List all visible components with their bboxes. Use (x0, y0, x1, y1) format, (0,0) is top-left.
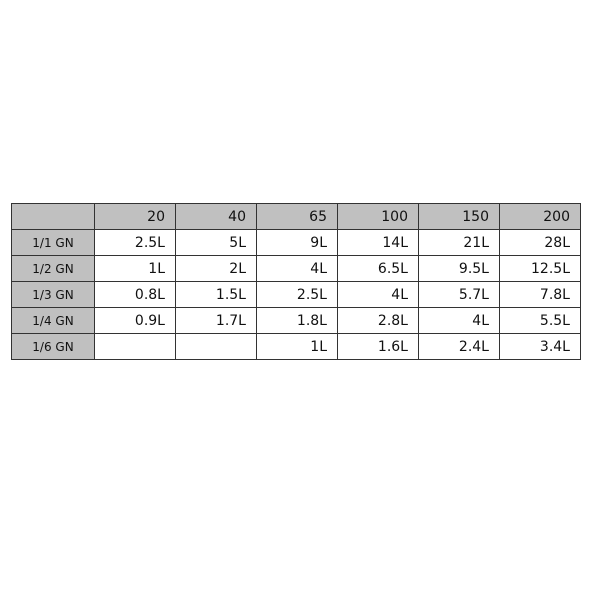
table-cell (94, 333, 176, 360)
column-header: 150 (418, 203, 500, 230)
column-header: 65 (256, 203, 338, 230)
table-row: 1/1 GN 2.5L 5L 9L 14L 21L 28L (11, 229, 581, 256)
table-cell: 9L (256, 229, 338, 256)
capacity-table: 20 40 65 100 150 200 1/1 GN 2.5L 5L 9L 14L 21L 28L 1/… (11, 203, 581, 360)
column-header: 40 (175, 203, 257, 230)
table-cell: 1L (256, 333, 338, 360)
table-cell: 4L (337, 281, 419, 308)
table-cell: 5.5L (499, 307, 581, 334)
table-cell: 1.6L (337, 333, 419, 360)
table-cell: 2.5L (94, 229, 176, 256)
column-header: 100 (337, 203, 419, 230)
table-cell: 1.5L (175, 281, 257, 308)
table-cell: 3.4L (499, 333, 581, 360)
row-header: 1/6 GN (11, 333, 95, 360)
table-row: 1/3 GN 0.8L 1.5L 2.5L 4L 5.7L 7.8L (11, 281, 581, 308)
row-header: 1/2 GN (11, 255, 95, 282)
row-header: 1/3 GN (11, 281, 95, 308)
table-cell: 4L (418, 307, 500, 334)
column-header: 200 (499, 203, 581, 230)
table-cell: 9.5L (418, 255, 500, 282)
table-cell: 12.5L (499, 255, 581, 282)
table-cell: 0.9L (94, 307, 176, 334)
table-cell: 2.4L (418, 333, 500, 360)
table-cell: 1.7L (175, 307, 257, 334)
table-row: 1/4 GN 0.9L 1.7L 1.8L 2.8L 4L 5.5L (11, 307, 581, 334)
row-header: 1/1 GN (11, 229, 95, 256)
table-cell: 14L (337, 229, 419, 256)
column-header: 20 (94, 203, 176, 230)
table-cell: 5L (175, 229, 257, 256)
table-row: 1/2 GN 1L 2L 4L 6.5L 9.5L 12.5L (11, 255, 581, 282)
table-cell: 1.8L (256, 307, 338, 334)
table-cell: 1L (94, 255, 176, 282)
table-cell: 7.8L (499, 281, 581, 308)
table-cell: 2L (175, 255, 257, 282)
table-cell: 0.8L (94, 281, 176, 308)
table-row: 1/6 GN 1L 1.6L 2.4L 3.4L (11, 333, 581, 360)
table-cell: 6.5L (337, 255, 419, 282)
table-cell (175, 333, 257, 360)
table-cell: 5.7L (418, 281, 500, 308)
table-cell: 21L (418, 229, 500, 256)
table-cell: 28L (499, 229, 581, 256)
header-row: 20 40 65 100 150 200 (11, 203, 581, 230)
table-cell: 4L (256, 255, 338, 282)
row-header: 1/4 GN (11, 307, 95, 334)
table-cell: 2.5L (256, 281, 338, 308)
corner-cell (11, 203, 95, 230)
table-cell: 2.8L (337, 307, 419, 334)
